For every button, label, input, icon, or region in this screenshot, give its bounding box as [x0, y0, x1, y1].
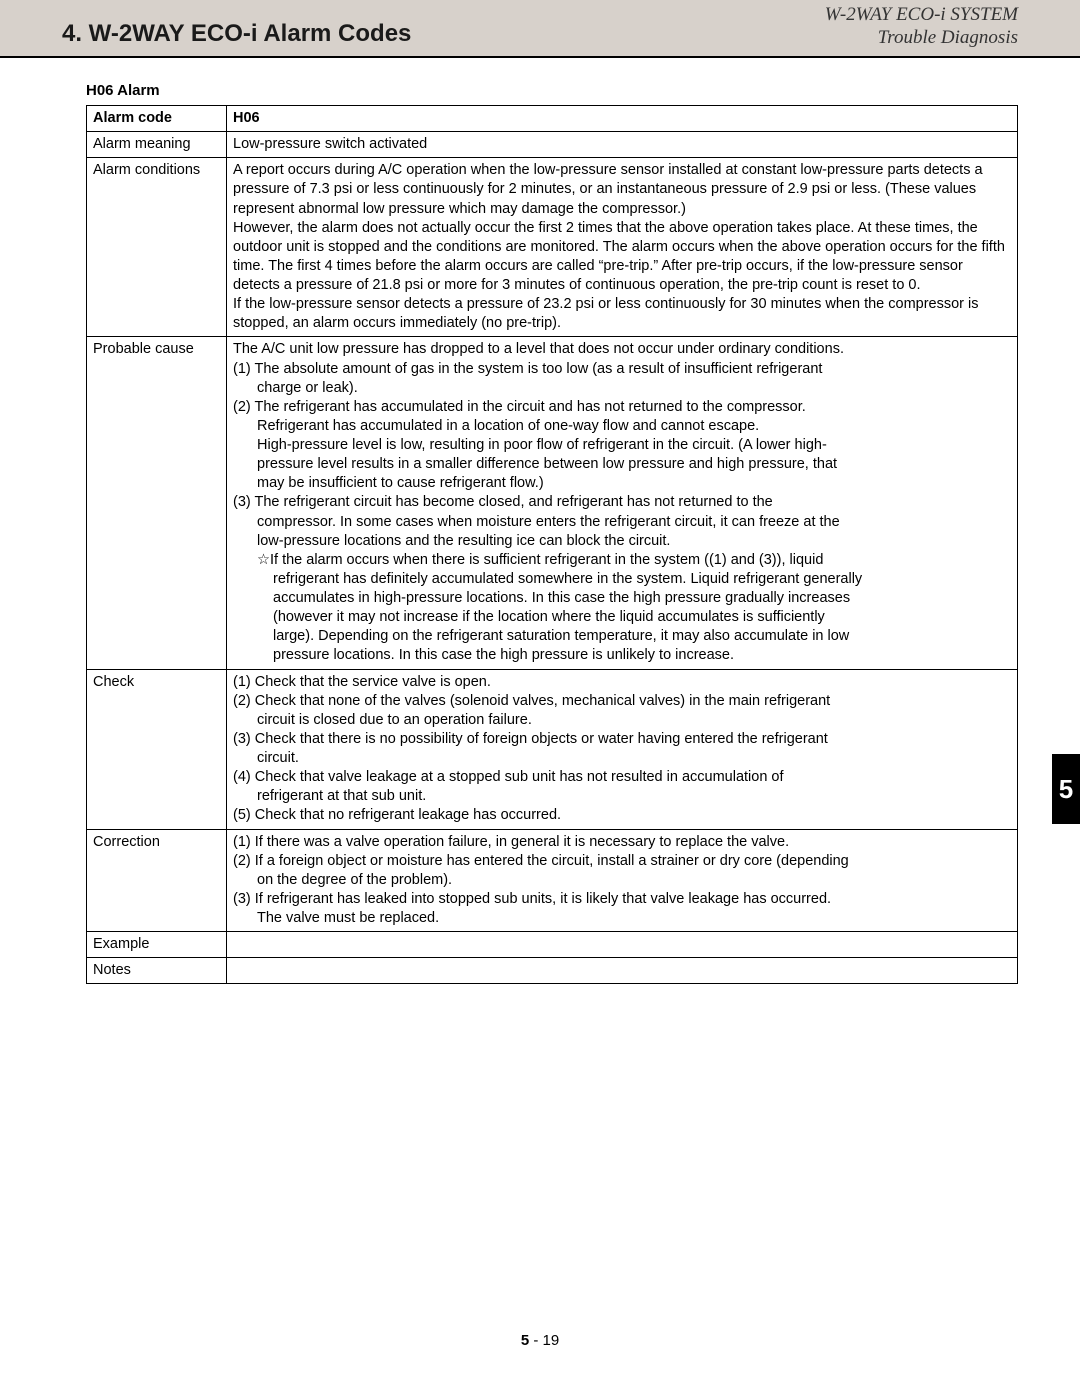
row-label: Notes [87, 958, 227, 984]
page-body: H06 Alarm Alarm codeH06Alarm meaningLow-… [0, 58, 1080, 984]
table-row: Probable causeThe A/C unit low pressure … [87, 337, 1018, 669]
section-title: 4. W-2WAY ECO-i Alarm Codes [62, 20, 411, 50]
system-name: W-2WAY ECO-i SYSTEM [825, 4, 1018, 27]
row-content: (1) Check that the service valve is open… [227, 669, 1018, 829]
page-number: 5 - 19 [0, 1332, 1080, 1349]
row-label: Correction [87, 829, 227, 932]
row-content: (1) If there was a valve operation failu… [227, 829, 1018, 932]
alarm-heading: H06 Alarm [86, 82, 1018, 99]
table-row: Alarm meaningLow-pressure switch activat… [87, 132, 1018, 158]
table-row: Check(1) Check that the service valve is… [87, 669, 1018, 829]
row-content [227, 932, 1018, 958]
header-col-label: Alarm code [87, 106, 227, 132]
table-row: Alarm conditionsA report occurs during A… [87, 158, 1018, 337]
alarm-table: Alarm codeH06Alarm meaningLow-pressure s… [86, 105, 1018, 984]
row-content: A report occurs during A/C operation whe… [227, 158, 1018, 337]
row-label: Check [87, 669, 227, 829]
doc-meta: W-2WAY ECO-i SYSTEM Trouble Diagnosis [825, 4, 1018, 50]
chapter-tab: 5 [1052, 754, 1080, 824]
row-content: The A/C unit low pressure has dropped to… [227, 337, 1018, 669]
row-label: Alarm conditions [87, 158, 227, 337]
table-header-row: Alarm codeH06 [87, 106, 1018, 132]
table-row: Notes [87, 958, 1018, 984]
row-label: Alarm meaning [87, 132, 227, 158]
page-num: 19 [543, 1332, 560, 1349]
row-label: Example [87, 932, 227, 958]
chapter-name: Trouble Diagnosis [825, 27, 1018, 50]
page-header: 4. W-2WAY ECO-i Alarm Codes W-2WAY ECO-i… [0, 0, 1080, 58]
page-sep: - [529, 1332, 542, 1349]
table-row: Example [87, 932, 1018, 958]
page-chapter: 5 [521, 1332, 529, 1349]
header-col-value: H06 [227, 106, 1018, 132]
row-content [227, 958, 1018, 984]
row-label: Probable cause [87, 337, 227, 669]
table-row: Correction(1) If there was a valve opera… [87, 829, 1018, 932]
row-content: Low-pressure switch activated [227, 132, 1018, 158]
